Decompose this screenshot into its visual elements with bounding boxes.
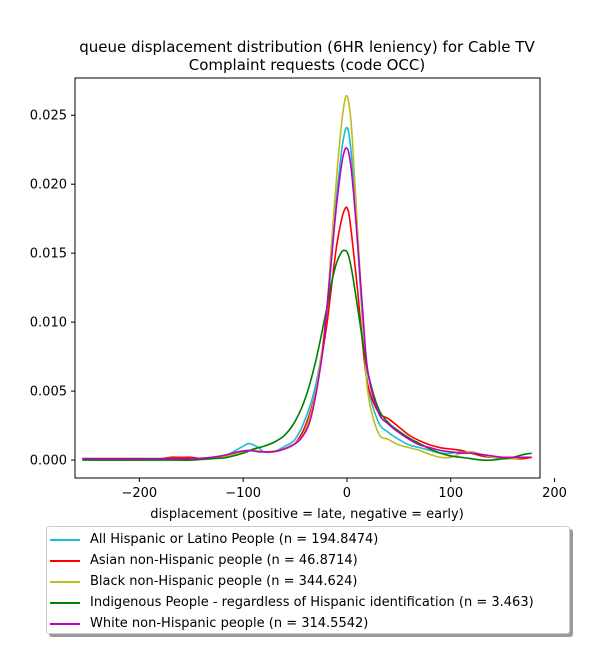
chart-title-line2: Complaint requests (code OCC) bbox=[189, 56, 425, 74]
legend-swatch bbox=[50, 580, 80, 583]
x-tick-label: −100 bbox=[225, 486, 261, 501]
y-tick-label: 0.010 bbox=[30, 316, 67, 331]
legend-swatch bbox=[50, 622, 80, 625]
legend-swatch bbox=[50, 601, 80, 604]
x-tick-label: 100 bbox=[438, 486, 463, 501]
y-tick-label: 0.025 bbox=[30, 109, 67, 124]
legend-label: Indigenous People - regardless of Hispan… bbox=[90, 595, 534, 610]
legend-label: Black non-Hispanic people (n = 344.624) bbox=[90, 574, 358, 589]
x-tick-label: −200 bbox=[121, 486, 157, 501]
y-tick-label: 0.015 bbox=[30, 247, 67, 262]
legend-label: White non-Hispanic people (n = 314.5542) bbox=[90, 616, 369, 631]
plot-frame bbox=[74, 77, 541, 479]
series-line-0 bbox=[82, 126, 532, 460]
legend-item: White non-Hispanic people (n = 314.5542) bbox=[47, 613, 569, 634]
y-tick-label: 0.005 bbox=[30, 385, 67, 400]
series-line-3 bbox=[82, 249, 532, 462]
legend-item: Black non-Hispanic people (n = 344.624) bbox=[47, 571, 569, 592]
legend-label: Asian non-Hispanic people (n = 46.8714) bbox=[90, 553, 358, 568]
legend-item: Asian non-Hispanic people (n = 46.8714) bbox=[47, 550, 569, 571]
legend-item: All Hispanic or Latino People (n = 194.8… bbox=[47, 529, 569, 550]
legend-swatch bbox=[50, 559, 80, 562]
legend-item: Indigenous People - regardless of Hispan… bbox=[47, 592, 569, 613]
x-axis: −200 −100 0 100 200 bbox=[121, 478, 567, 501]
y-tick-label: 0.000 bbox=[30, 454, 67, 469]
x-tick-label: 0 bbox=[343, 486, 351, 501]
series-line-2 bbox=[82, 94, 532, 460]
legend-swatch bbox=[50, 538, 80, 541]
y-axis: 0.000 0.005 0.010 0.015 0.020 0.025 bbox=[30, 109, 75, 469]
y-tick-label: 0.020 bbox=[30, 178, 67, 193]
x-tick-label: 200 bbox=[542, 486, 567, 501]
series-line-4 bbox=[82, 147, 532, 460]
plot-area bbox=[82, 94, 532, 462]
x-axis-label: displacement (positive = late, negative … bbox=[150, 507, 464, 522]
legend-label: All Hispanic or Latino People (n = 194.8… bbox=[90, 532, 379, 547]
chart-title-line1: queue displacement distribution (6HR len… bbox=[79, 38, 535, 56]
series-line-1 bbox=[82, 206, 532, 460]
legend: All Hispanic or Latino People (n = 194.8… bbox=[46, 526, 570, 634]
